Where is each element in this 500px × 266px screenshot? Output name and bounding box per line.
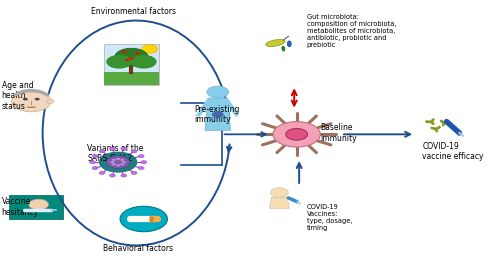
FancyBboxPatch shape <box>9 195 64 219</box>
Text: Behavioral factors: Behavioral factors <box>103 244 173 253</box>
Text: COVID-19
vaccine efficacy: COVID-19 vaccine efficacy <box>422 142 484 161</box>
Bar <box>104 72 158 85</box>
Circle shape <box>121 147 127 150</box>
Text: Variants of the
SARS-CoV-2: Variants of the SARS-CoV-2 <box>87 144 144 163</box>
Text: Gut microbiota:
composition of microbiota,
metabolites of microbiota,
antibiotic: Gut microbiota: composition of microbiot… <box>306 14 396 48</box>
Circle shape <box>125 59 130 61</box>
Circle shape <box>116 158 120 160</box>
Text: COVID-19
Vaccines:
type, dosage,
timing: COVID-19 Vaccines: type, dosage, timing <box>306 205 352 231</box>
Circle shape <box>12 91 51 112</box>
Circle shape <box>270 188 288 197</box>
Text: Pre-existing
immunity: Pre-existing immunity <box>194 105 240 124</box>
Circle shape <box>122 161 126 163</box>
Circle shape <box>120 159 124 161</box>
Circle shape <box>34 98 40 101</box>
Circle shape <box>121 174 127 177</box>
Circle shape <box>129 57 134 60</box>
Circle shape <box>120 163 124 165</box>
Circle shape <box>110 161 114 163</box>
Circle shape <box>23 98 28 101</box>
Circle shape <box>92 155 98 158</box>
Circle shape <box>99 150 105 153</box>
Circle shape <box>131 150 137 153</box>
Ellipse shape <box>288 41 291 47</box>
Circle shape <box>207 86 229 98</box>
Circle shape <box>131 55 156 69</box>
Text: Environmental factors: Environmental factors <box>92 7 176 16</box>
FancyBboxPatch shape <box>104 44 158 85</box>
Circle shape <box>142 45 158 53</box>
Circle shape <box>112 163 116 165</box>
Circle shape <box>141 160 146 164</box>
Circle shape <box>92 167 98 170</box>
Text: Age and
health
status: Age and health status <box>2 81 34 111</box>
Circle shape <box>120 206 168 232</box>
Text: Baseline
immunity: Baseline immunity <box>320 123 357 143</box>
Circle shape <box>110 147 116 150</box>
Circle shape <box>99 171 105 174</box>
Circle shape <box>212 111 224 118</box>
Circle shape <box>122 51 126 53</box>
Circle shape <box>286 128 308 140</box>
Polygon shape <box>205 98 231 130</box>
Circle shape <box>114 48 148 66</box>
Circle shape <box>90 160 96 164</box>
Circle shape <box>116 164 120 166</box>
Circle shape <box>29 199 48 210</box>
Text: Vaccine
hesitancy: Vaccine hesitancy <box>2 197 39 217</box>
Circle shape <box>138 167 144 170</box>
Circle shape <box>106 156 130 168</box>
Circle shape <box>46 99 54 103</box>
Circle shape <box>112 159 116 161</box>
Circle shape <box>135 52 140 55</box>
Circle shape <box>138 155 144 158</box>
Ellipse shape <box>266 39 285 47</box>
Polygon shape <box>270 197 289 209</box>
Circle shape <box>110 174 116 177</box>
Circle shape <box>106 55 132 69</box>
Circle shape <box>273 122 320 147</box>
Ellipse shape <box>282 46 285 51</box>
Circle shape <box>131 171 137 174</box>
Circle shape <box>100 152 137 172</box>
